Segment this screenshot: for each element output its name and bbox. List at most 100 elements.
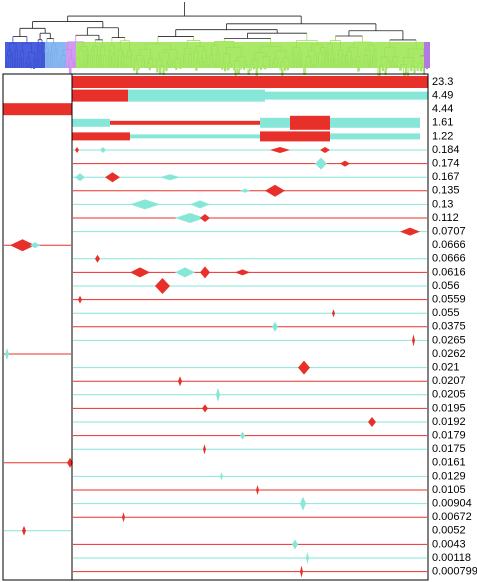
track-label: 1.22 <box>432 130 453 142</box>
track-label: 0.174 <box>432 158 460 170</box>
track-blob <box>202 404 208 413</box>
track-label: 0.00118 <box>432 552 471 564</box>
track-blob <box>300 496 306 511</box>
track-blob <box>178 376 182 387</box>
track-band <box>260 131 330 142</box>
track-blob <box>256 485 259 495</box>
track-band <box>290 115 330 130</box>
track-label: 0.0175 <box>432 443 466 455</box>
track-band <box>72 89 128 102</box>
track-label: 4.44 <box>432 103 453 115</box>
track-label: 0.0207 <box>432 375 466 387</box>
track-blob <box>175 267 195 278</box>
track-label: 0.0262 <box>432 348 466 360</box>
track-band <box>110 120 260 125</box>
tracks <box>3 76 428 578</box>
track-blob <box>190 200 210 209</box>
track-band <box>72 76 428 88</box>
track-label: 0.0559 <box>432 294 466 306</box>
track-label: 0.184 <box>432 144 460 156</box>
track-blob <box>130 267 150 278</box>
track-blob <box>298 360 310 375</box>
track-band <box>330 117 420 128</box>
track-blob <box>368 417 376 427</box>
track-band <box>130 134 260 139</box>
track-band <box>260 117 290 128</box>
track-blob <box>216 387 220 402</box>
track-blob <box>122 512 125 523</box>
cluster-band <box>424 42 430 68</box>
track-blob <box>306 552 309 564</box>
track-blob <box>203 444 206 455</box>
track-blob <box>105 172 120 183</box>
track-blob <box>5 348 9 360</box>
track-blob <box>240 431 245 440</box>
track-blob <box>22 525 26 536</box>
track-blob <box>95 254 100 263</box>
track-blob <box>412 334 415 347</box>
track-label: 0.0616 <box>432 266 466 278</box>
track-blob <box>75 173 85 182</box>
track-blob <box>332 309 335 318</box>
cluster-band <box>5 42 45 68</box>
track-blob <box>272 321 278 332</box>
track-blob <box>200 214 210 222</box>
track-blob <box>10 239 35 252</box>
track-blob <box>155 278 170 294</box>
dendrogram <box>5 2 430 81</box>
track-label: 23.3 <box>432 76 453 88</box>
track-blob <box>75 147 79 153</box>
track-blob <box>265 184 285 197</box>
track-label: 0.00672 <box>432 511 472 523</box>
panel-frame <box>2 73 429 581</box>
track-blob <box>78 295 82 304</box>
track-blob <box>130 199 160 210</box>
track-label: 0.135 <box>432 185 460 197</box>
track-label: 0.0161 <box>432 457 466 469</box>
track-label: 0.00904 <box>432 498 472 510</box>
track-blob <box>235 269 250 276</box>
track-label: 0.167 <box>432 171 460 183</box>
track-label: 0.112 <box>432 212 459 224</box>
track-blob <box>340 160 350 167</box>
track-band <box>72 118 110 127</box>
track-label: 0.13 <box>432 198 453 210</box>
track-blob <box>100 147 106 153</box>
track-blob <box>160 174 180 181</box>
track-label: 0.0666 <box>432 253 466 265</box>
track-label: 0.000799 <box>432 566 477 578</box>
track-band <box>330 133 420 140</box>
track-band <box>265 91 428 100</box>
track-band <box>3 103 72 116</box>
track-label: 0.0666 <box>432 239 466 251</box>
track-band <box>128 89 265 102</box>
track-label: 1.61 <box>432 117 453 129</box>
track-label: 0.0105 <box>432 484 466 496</box>
track-blob <box>320 147 330 153</box>
track-label: 0.0375 <box>432 321 466 333</box>
track-blob <box>175 213 205 223</box>
track-label: 0.0192 <box>432 416 466 428</box>
track-label: 0.0265 <box>432 334 466 346</box>
cluster-band <box>45 42 66 68</box>
track-blob <box>200 266 210 279</box>
track-label: 0.0043 <box>432 538 466 550</box>
track-label: 0.0195 <box>432 402 466 414</box>
track-label: 0.0052 <box>432 525 466 537</box>
track-label: 4.49 <box>432 90 453 102</box>
track-blob <box>315 157 327 170</box>
track-blob <box>220 472 223 481</box>
track-band <box>72 132 130 141</box>
track-blob <box>240 188 250 193</box>
track-blob <box>300 565 303 578</box>
track-blob <box>292 539 298 550</box>
cluster-band <box>76 42 424 68</box>
track-label: 0.0129 <box>432 470 466 482</box>
track-label: 0.0179 <box>432 430 466 442</box>
track-label: 0.021 <box>432 362 460 374</box>
track-blob <box>270 147 290 153</box>
track-label: 0.055 <box>432 307 460 319</box>
track-label: 0.0707 <box>432 226 466 238</box>
